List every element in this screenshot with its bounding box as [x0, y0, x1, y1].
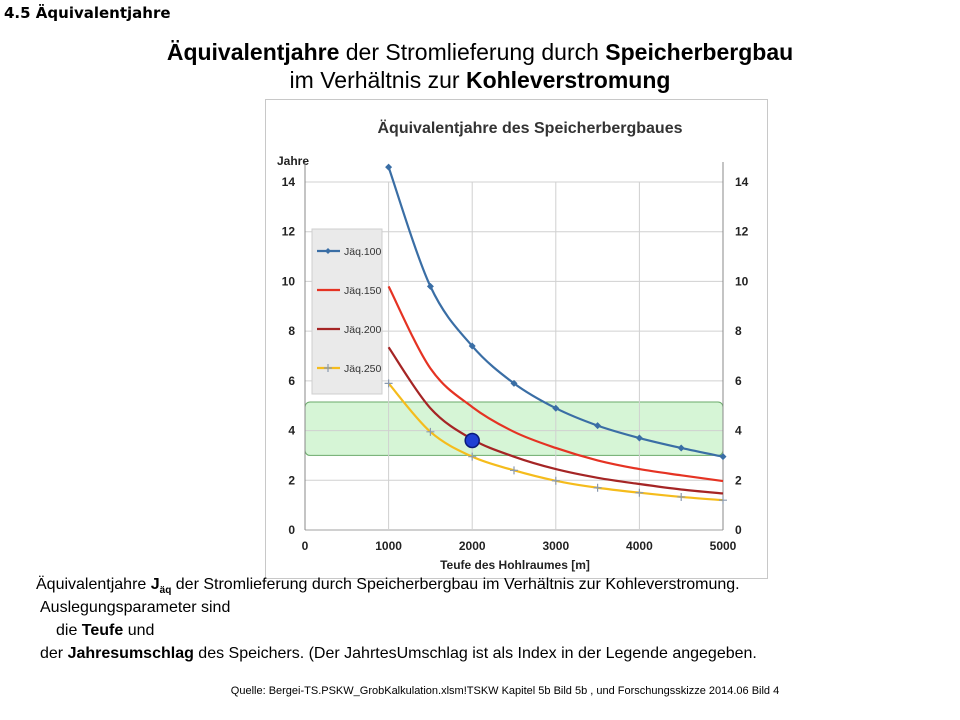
- series-point: [385, 163, 393, 171]
- series-point: [384, 379, 393, 388]
- series-line: [387, 285, 724, 483]
- legend-label: Jäq.150: [344, 285, 382, 297]
- slide-title: Äquivalentjahre der Stromlieferung durch…: [0, 38, 960, 94]
- series-point: [552, 404, 560, 412]
- title-text-b: im Verhältnis zur: [289, 67, 466, 93]
- caption-line-2: Auslegungsparameter sind: [40, 599, 231, 616]
- legend-box: [311, 228, 383, 395]
- caption-line-1: Äquivalentjahre Jäq der Stromlieferung d…: [36, 574, 740, 602]
- caption-text: des Speichers. (Der JahrtesUmschlag ist …: [193, 645, 757, 662]
- series-point: [510, 379, 518, 387]
- series-point: [468, 342, 476, 350]
- legend-label: Jäq.200: [344, 324, 382, 336]
- series-point: [677, 444, 685, 452]
- caption-line-3: die Teufe und: [56, 620, 154, 642]
- y2-tick-label: 10: [735, 274, 749, 288]
- x-tick-label: 0: [302, 539, 309, 553]
- source-note: Quelle: Bergei-TS.PSKW_GrobKalkulation.x…: [230, 685, 780, 697]
- y-tick-label: 6: [288, 374, 295, 388]
- y-tick-label: 12: [282, 225, 296, 239]
- section-label: 4.5 Äquivalentjahre: [4, 4, 171, 22]
- series-point: [426, 282, 434, 290]
- x-axis-label: Teufe des Hohlraumes [m]: [440, 558, 590, 572]
- series-point: [635, 488, 644, 497]
- series-point: [677, 492, 686, 501]
- y2-tick-label: 4: [735, 424, 742, 438]
- chart-title: Äquivalentjahre des Speicherbergbaues: [378, 119, 683, 137]
- series-point: [719, 496, 727, 505]
- title-bold-c: Kohleverstromung: [465, 67, 671, 93]
- series-line: [387, 346, 724, 495]
- x-tick-label: 3000: [542, 539, 569, 553]
- title-text-a: der Stromlieferung durch: [339, 39, 606, 65]
- caption-text: der Stromlieferung durch Speicherbergbau…: [171, 576, 740, 593]
- y2-tick-label: 0: [735, 523, 742, 537]
- series-point: [510, 466, 518, 475]
- slide-title-line-1: Äquivalentjahre der Stromlieferung durch…: [0, 38, 960, 66]
- y2-tick-label: 14: [735, 175, 749, 189]
- series-point: [719, 453, 727, 461]
- legend-marker: [324, 364, 332, 372]
- caption-bold: Jahresumschlag: [67, 645, 194, 662]
- x-tick-label: 4000: [626, 539, 653, 553]
- y-axis-label: Jahre: [277, 154, 309, 168]
- caption-symbol: J: [150, 576, 160, 593]
- slide-title-line-2: im Verhältnis zur Kohleverstromung: [0, 66, 960, 94]
- x-tick-label: 1000: [375, 539, 402, 553]
- y-tick-label: 8: [288, 324, 295, 338]
- highlight-band: [304, 401, 724, 456]
- y-tick-label: 0: [288, 523, 295, 537]
- x-tick-label: 2000: [459, 539, 486, 553]
- legend-label: Jäq.100: [344, 246, 382, 258]
- x-tick-label: 5000: [710, 539, 737, 553]
- y2-tick-label: 8: [735, 324, 742, 338]
- y-tick-label: 4: [288, 424, 295, 438]
- caption-text: Äquivalentjahre: [36, 576, 151, 593]
- legend-marker: [325, 248, 331, 254]
- series-point: [551, 476, 560, 485]
- y-tick-label: 10: [282, 274, 296, 288]
- caption-line-4: der Jahresumschlag des Speichers. (Der J…: [40, 643, 757, 665]
- legend-label: Jäq.250: [344, 363, 382, 375]
- series-point: [594, 422, 602, 430]
- y2-tick-label: 6: [735, 374, 742, 388]
- series-point: [593, 483, 602, 492]
- caption-text: der: [40, 645, 68, 662]
- caption-bold: Teufe: [81, 622, 124, 639]
- series-point: [468, 452, 477, 461]
- title-bold-a: Äquivalentjahre: [166, 39, 340, 65]
- series-point: [426, 427, 435, 436]
- y2-tick-label: 2: [735, 473, 742, 487]
- title-bold-b: Speicherbergbau: [605, 39, 794, 65]
- highlight-point: [464, 432, 480, 449]
- y2-tick-label: 12: [735, 225, 749, 239]
- caption-text: die: [56, 622, 82, 639]
- series-point: [635, 434, 643, 442]
- y-tick-label: 2: [288, 473, 295, 487]
- y-tick-label: 14: [282, 175, 296, 189]
- caption-subscript: äq: [159, 585, 172, 597]
- caption-text: und: [123, 622, 155, 639]
- chart: Äquivalentjahre des Speicherbergbaues Ja…: [277, 119, 749, 572]
